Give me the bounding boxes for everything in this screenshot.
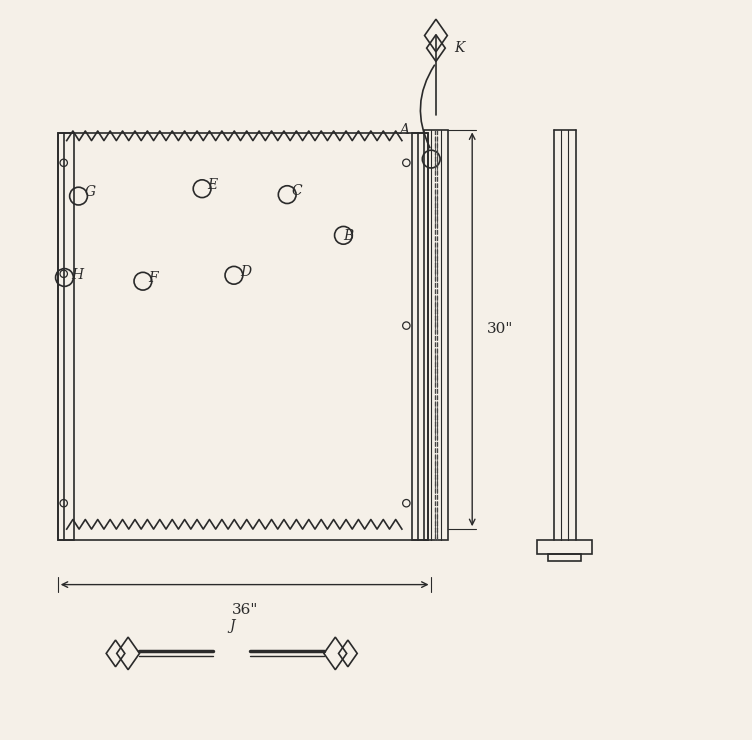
Text: G: G	[85, 185, 96, 199]
Bar	[411, 133, 428, 540]
Text: H: H	[71, 268, 83, 282]
Text: 30": 30"	[487, 323, 514, 336]
Text: C: C	[292, 184, 302, 198]
Text: D: D	[240, 265, 251, 279]
Text: 36": 36"	[232, 603, 258, 617]
Text: A: A	[399, 123, 409, 136]
Text: F: F	[148, 271, 158, 285]
Text: K: K	[454, 41, 465, 55]
Text: E: E	[208, 178, 217, 192]
Bar	[537, 540, 593, 554]
Bar	[58, 133, 428, 540]
Bar	[424, 130, 447, 540]
Bar	[58, 133, 74, 540]
Text: B: B	[344, 229, 353, 243]
Text: J: J	[229, 619, 235, 633]
Bar	[548, 554, 581, 561]
